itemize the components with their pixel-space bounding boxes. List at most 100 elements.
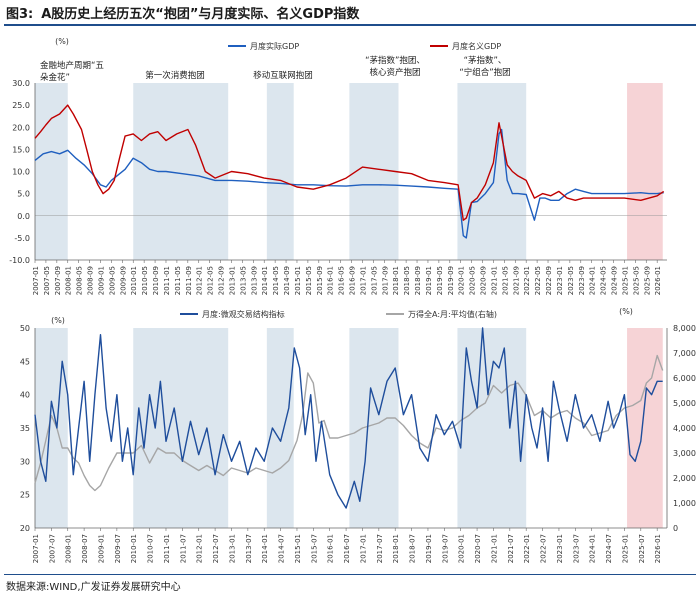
gdp-x-tick-label: 2015-01 [294,266,302,295]
gdp-annotation-line: 核心资产抱团 [369,67,420,78]
footer-rule [4,574,696,575]
structure-left-tick-label: 30 [20,457,30,466]
structure-x-tick-label: 2017-07 [376,534,384,563]
structure-x-tick-label: 2026-01 [654,534,662,563]
gdp-x-tick-label: 2020-09 [480,266,488,295]
gdp-x-tick-label: 2024-01 [589,266,597,295]
figure-title-text: A股历史上经历五次“抱团”与月度实际、名义GDP指数 [41,7,360,22]
gdp-x-tick-label: 2018-09 [414,266,422,295]
structure-x-tick-label: 2016-07 [343,534,351,563]
gdp-x-tick-label: 2014-01 [261,266,269,295]
figure-title: 图3: A股历史上经历五次“抱团”与月度实际、名义GDP指数 [6,3,359,22]
gdp-x-tick-label: 2025-09 [643,266,651,295]
gdp-x-tick-label: 2012-05 [207,266,215,295]
structure-shaded-period [35,328,68,528]
legend-structure-label: 月度:微观交易结构指标 [202,309,285,319]
gdp-panel: 30.0 25.0 20.0 15.0 10.0 5.0 0.0 -5.0 -10.0 (%) 20… [9,37,667,295]
structure-right-tick-label: 1,000 [673,499,696,508]
gdp-x-tick-label: 2007-05 [43,266,51,295]
gdp-x-tick-label: 2016-01 [327,266,335,295]
gdp-x-tick-label: 2007-09 [54,266,62,295]
gdp-x-tick-label: 2007-01 [32,266,40,295]
gdp-x-tick-label: 2021-01 [490,266,498,295]
gdp-x-tick-label: 2016-05 [338,266,346,295]
gdp-x-tick-label: 2021-09 [512,266,520,295]
gdp-x-tick-label: 2023-09 [578,266,586,295]
structure-right-tick-label: 5,000 [673,399,696,408]
gdp-x-tick-label: 2019-05 [436,266,444,295]
structure-right-tick-label: 2,000 [673,474,696,483]
gdp-x-tick-label: 2012-09 [218,266,226,295]
structure-x-tick-label: 2013-01 [228,534,236,563]
gdp-x-tick-label: 2019-01 [425,266,433,295]
structure-shaded-period [627,328,663,528]
structure-x-tick-label: 2022-01 [523,534,531,563]
figure-number: 图3: [6,7,34,22]
gdp-x-tick-label: 2018-05 [403,266,411,295]
structure-x-tick-label: 2021-07 [507,534,515,563]
structure-x-tick-label: 2016-01 [327,534,335,563]
structure-x-tick-label: 2025-01 [621,534,629,563]
structure-x-tick-label: 2009-01 [97,534,105,563]
gdp-shaded-period [35,83,68,260]
gdp-annotation-line: “茅指数”、 [464,55,507,66]
structure-x-tick-label: 2015-01 [294,534,302,563]
gdp-x-tick-label: 2017-01 [359,266,367,295]
gdp-x-tick-label: 2025-01 [621,266,629,295]
gdp-shaded-period [266,83,294,260]
structure-left-tick-label: 50 [20,324,30,333]
structure-x-tick-label: 2023-07 [572,534,580,563]
title-rule [4,24,696,26]
gdp-x-tick-label: 2013-05 [239,266,247,295]
gdp-y-tick-label: 10.0 [12,168,30,177]
gdp-annotation-line: 朵金花” [40,72,70,83]
gdp-x-tick-label: 2019-09 [447,266,455,295]
structure-x-tick-label: 2011-01 [163,534,171,563]
structure-right-tick-label: 6,000 [673,374,696,383]
gdp-y-tick-label: 25.0 [12,101,30,110]
structure-left-tick-label: 40 [20,391,30,400]
gdp-x-tick-label: 2012-01 [196,266,204,295]
structure-panel: 50 45 40 35 30 25 20 8,000 7,000 6,000 5,000 4,000 3… [20,307,696,563]
gdp-x-tick-label: 2013-09 [250,266,258,295]
gdp-x-tick-label: 2025-05 [632,266,640,295]
gdp-annotation: “茅指数”抱团、核心资产抱团 [365,55,425,78]
gdp-x-tick-label: 2024-05 [600,266,608,295]
gdp-y-tick-label: 20.0 [12,123,30,132]
gdp-x-tick-label: 2017-05 [370,266,378,295]
micro-structure-line [34,327,663,509]
structure-x-tick-label: 2012-01 [196,534,204,563]
gdp-x-tick-label: 2015-09 [316,266,324,295]
gdp-annotation: “茅指数”、“宁组合”抱团 [459,55,510,78]
gdp-y-tick-label: 5.0 [17,190,30,199]
gdp-x-tick-label: 2009-01 [97,266,105,295]
structure-x-tick-label: 2011-07 [179,534,187,563]
structure-x-tick-label: 2007-07 [48,534,56,563]
structure-x-tick-label: 2025-07 [638,534,646,563]
structure-x-tick-label: 2024-07 [605,534,613,563]
structure-x-tick-label: 2022-07 [540,534,548,563]
gdp-x-tick-label: 2020-01 [458,266,466,295]
structure-x-tick-label: 2013-07 [245,534,253,563]
gdp-y-tick-label: -10.0 [9,256,30,265]
source-note: 数据来源:WIND,广发证券发展研究中心 [6,582,181,593]
structure-right-tick-label: 4,000 [673,424,696,433]
structure-x-tick-label: 2024-01 [589,534,597,563]
structure-x-tick-label: 2017-01 [359,534,367,563]
structure-x-tick-label: 2010-01 [130,534,138,563]
gdp-annotation-line: 第一次消费抱团 [145,70,205,81]
gdp-x-tick-label: 2010-05 [141,266,149,295]
gdp-x-tick-label: 2009-05 [108,266,116,295]
structure-x-tick-label: 2014-07 [278,534,286,563]
gdp-x-tick-label: 2017-09 [381,266,389,295]
gdp-x-tick-label: 2011-09 [185,266,193,295]
gdp-x-tick-label: 2008-09 [87,266,95,295]
structure-right-tick-label: 3,000 [673,449,696,458]
gdp-x-tick-label: 2011-01 [163,266,171,295]
structure-right-tick-label: 0 [673,524,678,533]
gdp-x-tick-label: 2015-05 [305,266,313,295]
gdp-unit-label: (%) [55,37,69,46]
gdp-x-tick-label: 2018-01 [392,266,400,295]
gdp-x-tick-label: 2023-01 [556,266,564,295]
